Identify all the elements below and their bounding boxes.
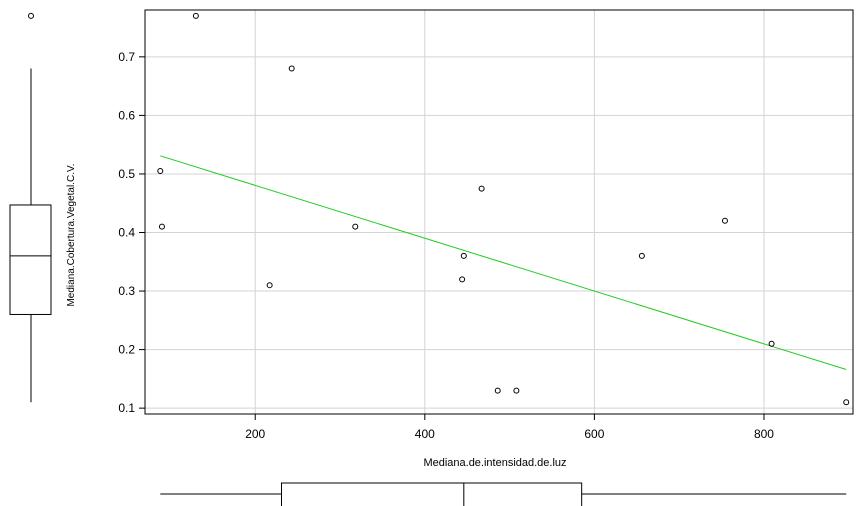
data-point (266, 282, 273, 289)
y-tick-label: 0.2 (118, 343, 135, 357)
x-tick-label: 600 (584, 427, 604, 441)
x-axis-title: Mediana.de.intensidad.de.luz (423, 457, 566, 469)
fit-line-group (160, 155, 847, 370)
y-boxplot-box (9, 204, 52, 315)
x-boxplot (160, 482, 847, 506)
data-point (843, 399, 850, 406)
data-point (768, 340, 775, 347)
plot-frame (144, 9, 854, 415)
data-point (513, 387, 520, 394)
data-point (494, 387, 501, 394)
data-point (721, 217, 728, 224)
grid (145, 10, 853, 414)
y-tick-label: 0.3 (118, 284, 135, 298)
data-point (352, 223, 359, 230)
y-boxplot-outlier (28, 12, 34, 19)
y-tick-label: 0.4 (118, 225, 135, 239)
data-point (157, 168, 164, 175)
data-point (460, 252, 467, 259)
data-point (459, 276, 466, 283)
x-tick-label: 200 (245, 427, 265, 441)
y-tick-label: 0.6 (118, 108, 135, 122)
y-tick-label: 0.7 (118, 50, 135, 64)
x-tick-label: 400 (415, 427, 435, 441)
y-boxplot (9, 12, 52, 403)
data-points (157, 12, 850, 406)
x-boxplot-box (281, 482, 583, 506)
y-axis: 0.1 0.2 0.3 0.4 0.5 0.6 0.7 (118, 50, 145, 415)
data-point (638, 252, 645, 259)
y-tick-label: 0.5 (118, 167, 135, 181)
x-axis: 200 400 600 800 (245, 414, 774, 441)
y-axis-title: Mediana.Cobertura.Vegetal.C.V. (66, 163, 77, 306)
data-point (288, 65, 295, 72)
y-tick-label: 0.1 (118, 401, 135, 415)
x-tick-label: 800 (754, 427, 774, 441)
data-point (192, 12, 199, 19)
data-point (158, 223, 165, 230)
regression-line (160, 155, 847, 370)
data-point (478, 185, 485, 192)
